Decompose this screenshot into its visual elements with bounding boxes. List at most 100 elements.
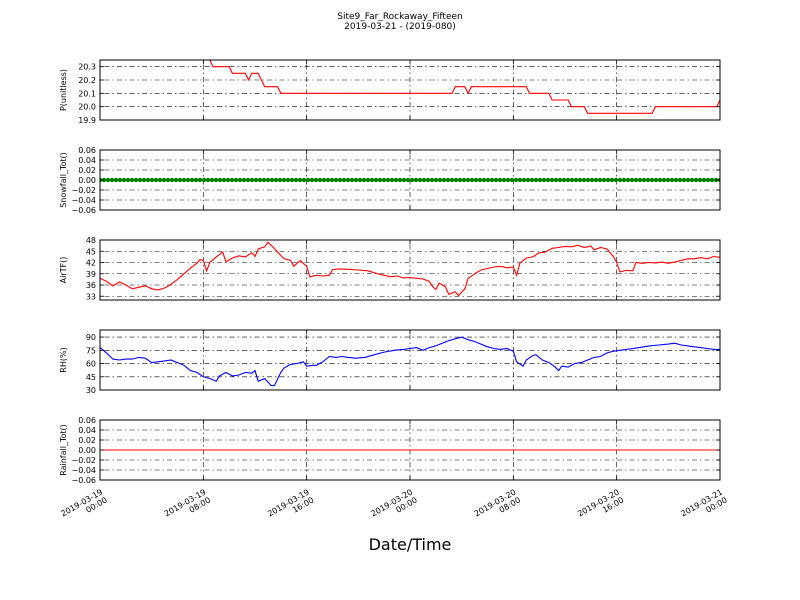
data-point-snow: [517, 177, 523, 183]
tick-label-y-rh: 90: [86, 333, 96, 342]
x-axis-ticks: 2019-03-1900:00 2019-03-1908:00 2019-03-19…: [59, 487, 728, 526]
data-point-snow: [677, 177, 683, 183]
data-point-snow: [353, 177, 359, 183]
data-point-snow: [437, 177, 443, 183]
tick-label-y-rh: 60: [86, 360, 96, 369]
data-point-snow: [281, 177, 287, 183]
data-point-snow: [297, 177, 303, 183]
series-line-airt: [100, 241, 720, 297]
data-point-snow: [501, 177, 507, 183]
data-point-snow: [181, 177, 187, 183]
tick-label-y-p: 19.9: [78, 116, 96, 125]
series-line-rh: [100, 336, 720, 387]
data-point-snow: [473, 177, 479, 183]
data-point-snow: [253, 177, 259, 183]
data-point-snow: [629, 177, 635, 183]
series-airt: [100, 241, 720, 297]
data-point-snow: [505, 177, 511, 183]
data-point-snow: [321, 177, 327, 183]
data-point-snow: [261, 177, 267, 183]
data-point-snow: [557, 177, 563, 183]
data-point-snow: [361, 177, 367, 183]
data-point-snow: [521, 177, 527, 183]
axes-frame-rain: [99, 419, 721, 481]
data-point-snow: [681, 177, 687, 183]
data-point-snow: [133, 177, 139, 183]
data-point-snow: [137, 177, 143, 183]
data-point-snow: [593, 177, 599, 183]
data-point-snow: [537, 177, 543, 183]
data-point-snow: [197, 177, 203, 183]
data-point-snow: [385, 177, 391, 183]
data-point-snow: [409, 177, 415, 183]
data-point-snow: [185, 177, 191, 183]
data-point-snow: [277, 177, 283, 183]
data-point-snow: [217, 177, 223, 183]
tick-label-y-rh: 75: [86, 346, 96, 355]
data-point-snow: [393, 177, 399, 183]
data-point-snow: [349, 177, 355, 183]
data-point-snow: [457, 177, 463, 183]
data-point-snow: [609, 177, 615, 183]
data-point-snow: [149, 177, 155, 183]
data-point-snow: [233, 177, 239, 183]
tick-label-y-airt: 45: [86, 247, 96, 256]
data-point-snow: [513, 177, 519, 183]
data-point-snow: [493, 177, 499, 183]
data-point-snow: [509, 177, 515, 183]
tick-label-y-rh: 30: [86, 386, 96, 395]
data-point-snow: [565, 177, 571, 183]
data-point-snow: [389, 177, 395, 183]
panel-rain: −0.06−0.04−0.020.000.020.040.06 Rainfall_…: [59, 416, 721, 485]
data-point-snow: [369, 177, 375, 183]
data-point-snow: [365, 177, 371, 183]
data-point-snow: [573, 177, 579, 183]
data-point-snow: [481, 177, 487, 183]
tick-label-y-p: 20.2: [78, 76, 96, 85]
data-point-snow: [173, 177, 179, 183]
tick-label-y-p: 20.3: [78, 63, 96, 72]
data-point-snow: [189, 177, 195, 183]
tick-label-x-1: 2019-03-1908:00: [163, 487, 212, 526]
data-point-snow: [417, 177, 423, 183]
data-point-snow: [333, 177, 339, 183]
data-point-snow: [161, 177, 167, 183]
data-point-snow: [569, 177, 575, 183]
data-point-snow: [337, 177, 343, 183]
axes-frame-rh: [99, 329, 721, 391]
data-point-snow: [125, 177, 131, 183]
data-point-snow: [621, 177, 627, 183]
panel-snow: −0.06−0.04−0.020.000.020.040.06 Snowfall_…: [59, 146, 721, 215]
series-p: [209, 60, 720, 114]
axes-frame-p: [99, 59, 721, 121]
data-point-snow: [377, 177, 383, 183]
data-point-snow: [549, 177, 555, 183]
chart-title: Site9_Far_Rockaway_Fifteen: [337, 12, 463, 22]
data-point-snow: [269, 177, 275, 183]
data-point-snow: [225, 177, 231, 183]
tick-label-y-airt: 39: [86, 270, 96, 279]
data-point-snow: [229, 177, 235, 183]
tick-label-y-airt: 33: [86, 292, 96, 301]
data-point-snow: [533, 177, 539, 183]
tick-label-y-rain: −0.06: [71, 476, 96, 485]
data-point-snow: [589, 177, 595, 183]
data-point-snow: [129, 177, 135, 183]
data-point-snow: [553, 177, 559, 183]
tick-label-x-3: 2019-03-2000:00: [369, 487, 418, 526]
data-point-snow: [673, 177, 679, 183]
data-point-snow: [709, 177, 715, 183]
tick-label-y-airt: 36: [86, 281, 96, 290]
data-point-snow: [193, 177, 199, 183]
data-point-snow: [345, 177, 351, 183]
data-point-snow: [669, 177, 675, 183]
data-point-snow: [341, 177, 347, 183]
data-point-snow: [249, 177, 255, 183]
data-point-snow: [221, 177, 227, 183]
tick-label-y-rain: −0.04: [71, 466, 96, 475]
data-point-snow: [201, 177, 207, 183]
tick-label-x-6: 2019-03-2100:00: [679, 487, 728, 526]
data-point-snow: [257, 177, 263, 183]
data-point-snow: [141, 177, 147, 183]
data-point-snow: [209, 177, 215, 183]
